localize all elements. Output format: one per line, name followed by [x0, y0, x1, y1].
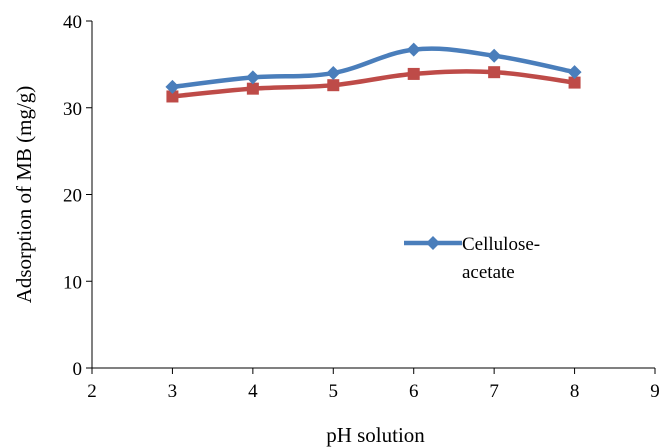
series-layer: [165, 42, 582, 103]
legend: Cellulose-acetate: [404, 234, 540, 283]
x-tick-label: 8: [570, 381, 580, 402]
data-point: [406, 42, 421, 57]
x-tick-label: 5: [329, 381, 339, 402]
data-point: [487, 48, 502, 63]
series-line: [170, 46, 577, 90]
legend-label-line: Cellulose-: [462, 234, 540, 255]
series-0: [165, 42, 582, 94]
data-point: [326, 66, 341, 81]
data-point: [246, 82, 259, 95]
data-point: [166, 90, 179, 103]
data-point: [407, 67, 420, 80]
data-point: [165, 79, 180, 94]
y-tick-label: 40: [63, 12, 82, 33]
data-point: [568, 76, 581, 89]
legend-marker: [426, 236, 440, 250]
x-tick-label: 2: [87, 381, 97, 402]
x-tick-label: 3: [168, 381, 178, 402]
ticks: 0 10 20 30 40 2 3 4 5 6 7 8 9: [63, 12, 659, 402]
data-point: [245, 70, 260, 85]
x-tick-label: 9: [650, 381, 659, 402]
y-tick-label: 30: [63, 99, 82, 120]
x-tick-label: 4: [248, 381, 258, 402]
series-1: [166, 66, 581, 103]
x-tick-label: 6: [409, 381, 419, 402]
y-tick-label: 10: [63, 272, 82, 293]
y-tick-label: 20: [63, 186, 82, 207]
legend-label-line: acetate: [462, 262, 515, 283]
series-line: [170, 69, 577, 99]
y-axis-title: Adsorption of MB (mg/g): [12, 86, 36, 304]
data-point: [567, 65, 582, 80]
data-point: [327, 79, 340, 92]
legend-label: Cellulose-acetate: [462, 234, 540, 283]
x-axis-title: pH solution: [326, 423, 425, 447]
y-tick-label: 0: [73, 359, 83, 380]
x-tick-label: 7: [489, 381, 499, 402]
data-point: [488, 66, 501, 79]
